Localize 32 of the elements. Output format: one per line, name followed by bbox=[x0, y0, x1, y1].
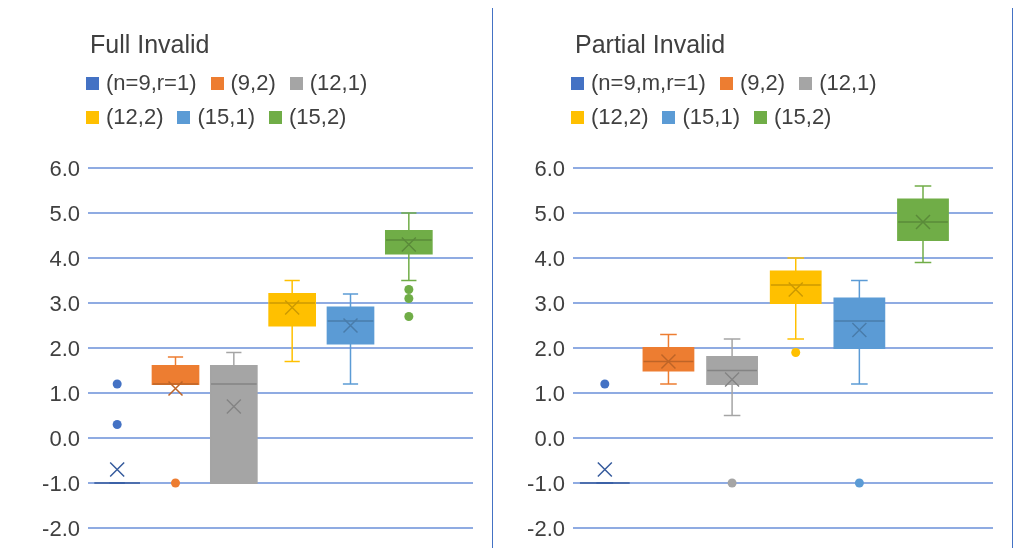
y-tick-label: 4.0 bbox=[49, 245, 80, 271]
y-tick-label: 6.0 bbox=[49, 155, 80, 181]
y-tick-label: -2.0 bbox=[42, 515, 80, 541]
y-tick-label: 5.0 bbox=[49, 200, 80, 226]
legend-label: (n=9,m,r=1) bbox=[591, 70, 706, 96]
legend-label: (12,1) bbox=[309, 70, 368, 96]
y-tick-label: 3.0 bbox=[534, 290, 565, 316]
y-tick-label: 0.0 bbox=[534, 425, 565, 451]
y-tick-label: 6.0 bbox=[534, 155, 565, 181]
y-tick-label: 1.0 bbox=[49, 380, 80, 406]
legend-label: (12,2) bbox=[106, 104, 164, 130]
legend-label: (12,2) bbox=[591, 104, 649, 130]
y-tick-label: 3.0 bbox=[49, 290, 80, 316]
y-tick-label: -2.0 bbox=[527, 515, 565, 541]
y-tick-label: -1.0 bbox=[527, 470, 565, 496]
y-tick-label: -1.0 bbox=[42, 470, 80, 496]
legend-label: (9,2) bbox=[230, 70, 276, 96]
y-tick-label: 4.0 bbox=[534, 245, 565, 271]
legend-label: (15,1) bbox=[682, 104, 740, 130]
y-tick-label: 1.0 bbox=[534, 380, 565, 406]
y-tick-label: 2.0 bbox=[49, 335, 80, 361]
chart-title: Partial Invalid bbox=[574, 29, 727, 60]
y-tick-label: 0.0 bbox=[49, 425, 80, 451]
y-tick-label: 2.0 bbox=[534, 335, 565, 361]
legend-label: (15,1) bbox=[197, 104, 255, 130]
legend-label: (12,1) bbox=[819, 70, 877, 96]
chart-title: Full Invalid bbox=[89, 29, 211, 60]
legend-label: (9,2) bbox=[739, 70, 786, 96]
legend-label: (15,2) bbox=[773, 104, 832, 130]
y-tick-label: 5.0 bbox=[534, 200, 565, 226]
legend-label: (15,2) bbox=[288, 104, 347, 130]
legend-label: (n=9,r=1) bbox=[106, 70, 197, 96]
